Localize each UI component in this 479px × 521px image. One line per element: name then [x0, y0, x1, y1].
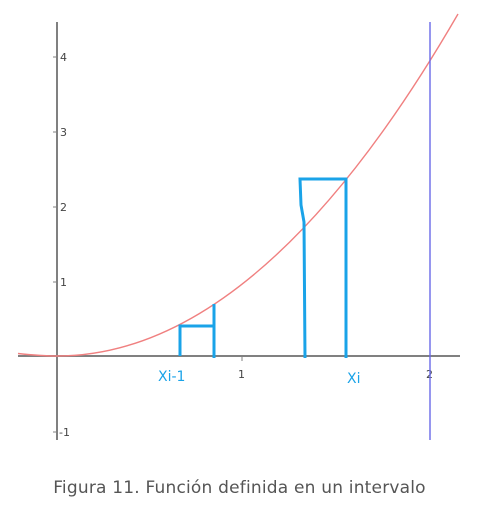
- y-tick-label-4: 4: [60, 51, 67, 64]
- label-xi-minus-1: Xi-1: [158, 369, 185, 385]
- y-tick-label-neg1: -1: [59, 426, 70, 439]
- small-rectangle: [178, 324, 214, 356]
- function-graph: 1 2 -1 1 2 3 4 Xi-1 Xi: [17, 13, 460, 440]
- figure-caption: Figura 11. Función definida en un interv…: [53, 478, 426, 498]
- y-tick-label-3: 3: [60, 126, 67, 139]
- x-tick-label-1: 1: [238, 368, 245, 381]
- tall-rectangle: [298, 177, 348, 359]
- y-tick-label-1: 1: [60, 276, 67, 289]
- label-xi: Xi: [347, 371, 360, 387]
- y-tick-label-2: 2: [60, 201, 67, 214]
- function-curve: [17, 13, 459, 357]
